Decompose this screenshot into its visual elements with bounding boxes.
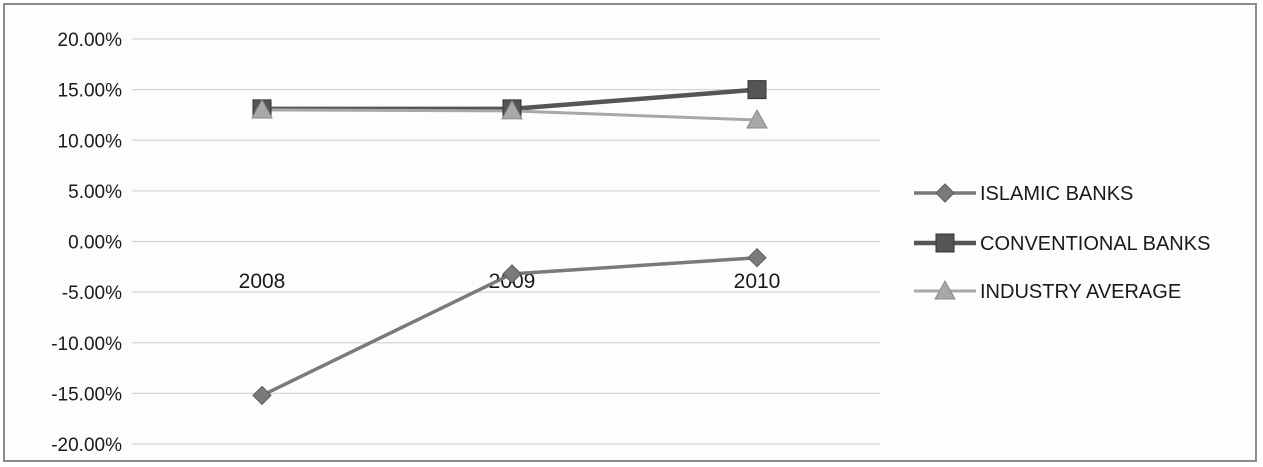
y-tick-label: 0.00% [68,233,122,254]
legend-label-industry-average: INDUSTRY AVERAGE [980,281,1181,303]
legend-marker-industry-average [934,279,956,300]
data-point-islamic-banks [747,247,767,268]
y-tick-label: -15.00% [51,384,122,405]
x-category-label: 2008 [239,270,286,293]
y-tick-label: -20.00% [51,435,122,456]
series-lines [261,87,758,397]
y-tick-label: -5.00% [62,283,122,304]
y-axis-tick-labels: 20.00% 15.00% 10.00% 5.00% 0.00% -5.00% -10.00… [51,30,122,456]
legend-marker-conventional-banks [935,233,955,253]
legend-label-conventional-banks: CONVENTIONAL BANKS [980,233,1210,255]
chart-frame [3,3,1257,462]
series-markers [251,80,768,406]
data-point-industry-average [251,98,273,119]
y-tick-label: 15.00% [58,81,123,102]
data-point-islamic-banks [252,385,272,406]
data-point-industry-average [501,99,523,120]
legend: ISLAMIC BANKS CONVENTIONAL BANKS INDUSTRY … [914,183,1210,303]
y-tick-label: 20.00% [58,30,123,51]
y-tick-label: 5.00% [68,182,122,203]
data-point-industry-average [746,108,768,129]
legend-label-islamic-banks: ISLAMIC BANKS [980,183,1133,205]
gridlines [132,38,880,445]
legend-marker-islamic-banks [935,183,955,203]
y-tick-label: 10.00% [58,131,123,152]
x-axis-category-labels: 200820092010 [239,270,781,293]
data-point-islamic-banks [502,264,522,284]
data-point-conventional-banks [747,80,767,100]
y-tick-label: -10.00% [51,334,122,355]
x-category-label: 2010 [734,270,781,293]
